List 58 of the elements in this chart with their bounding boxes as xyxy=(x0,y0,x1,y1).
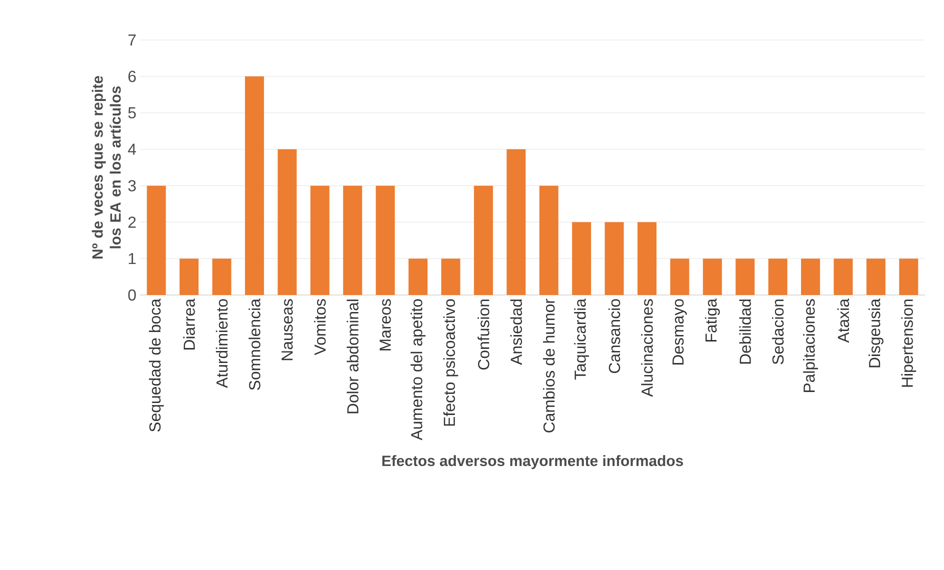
bar xyxy=(670,258,690,295)
x-tick-label: Sedacion xyxy=(772,300,784,364)
bar xyxy=(212,258,232,295)
x-tick-label: Desmayo xyxy=(672,299,687,365)
x-tick-label: Disgeusia xyxy=(868,298,884,368)
y-tick-label: 3 xyxy=(128,180,136,192)
bar xyxy=(899,258,918,295)
x-tick-label: Alucinaciones xyxy=(641,299,653,397)
y-tick-label: 2 xyxy=(128,216,136,228)
y-tick-label: 5 xyxy=(128,107,136,118)
bar xyxy=(604,222,624,295)
y-tick-label: 7 xyxy=(128,34,136,46)
x-tick-label: Ansiedad xyxy=(510,300,522,365)
x-tick-label: Cambios de humor xyxy=(543,298,555,432)
bar xyxy=(343,186,362,295)
x-tick-label: Efecto psicoactivo xyxy=(443,299,458,426)
bar xyxy=(506,149,526,295)
bar xyxy=(146,186,166,295)
bar xyxy=(736,258,755,295)
bar xyxy=(834,258,853,295)
bar xyxy=(244,76,264,295)
x-tick-label: Somnolencia xyxy=(248,298,260,390)
x-tick-label: Nauseas xyxy=(282,299,293,360)
x-tick-label: Aturdimiento xyxy=(216,299,228,388)
bar xyxy=(539,186,558,295)
x-axis-title: Efectos adversos mayormente informados xyxy=(382,455,684,470)
bar xyxy=(768,258,788,295)
bar xyxy=(441,258,460,295)
bar xyxy=(310,186,330,295)
x-tick-label: Palpitaciones xyxy=(803,299,818,392)
bar xyxy=(866,258,886,295)
bar xyxy=(801,258,820,295)
y-axis-title: Nº de veces que se repite los EA en los artículos xyxy=(92,76,121,259)
x-tick-label: Ataxia xyxy=(837,298,850,343)
x-tick-label: Dolor abdominal xyxy=(346,300,358,414)
x-tick-label: Confusion xyxy=(478,300,490,370)
bar xyxy=(278,149,297,295)
x-tick-label: Debilidad xyxy=(739,300,751,364)
x-tick-label: Vomitos xyxy=(314,299,326,356)
bar xyxy=(376,186,395,295)
x-tick-label: Aumento del apetito xyxy=(410,299,426,440)
bar xyxy=(408,258,428,295)
bar xyxy=(474,186,493,295)
y-tick-label: 0 xyxy=(128,289,136,301)
y-tick-label: 4 xyxy=(128,144,136,155)
bar xyxy=(180,258,199,295)
x-tick-label: Diarrea xyxy=(183,298,195,350)
x-tick-label: Mareos xyxy=(380,299,391,350)
y-tick-label: 1 xyxy=(128,253,136,264)
x-tick-label: Cansancio xyxy=(608,299,620,374)
x-tick-label: Hipertension xyxy=(901,300,916,387)
x-tick-label: Fatiga xyxy=(704,298,720,342)
x-tick-label: Taquicardia xyxy=(574,298,590,380)
y-tick-label: 6 xyxy=(128,70,136,82)
x-tick-label: Sequedad de boca xyxy=(148,298,164,432)
bar xyxy=(702,258,722,295)
bar xyxy=(572,222,592,295)
bar xyxy=(637,222,656,295)
